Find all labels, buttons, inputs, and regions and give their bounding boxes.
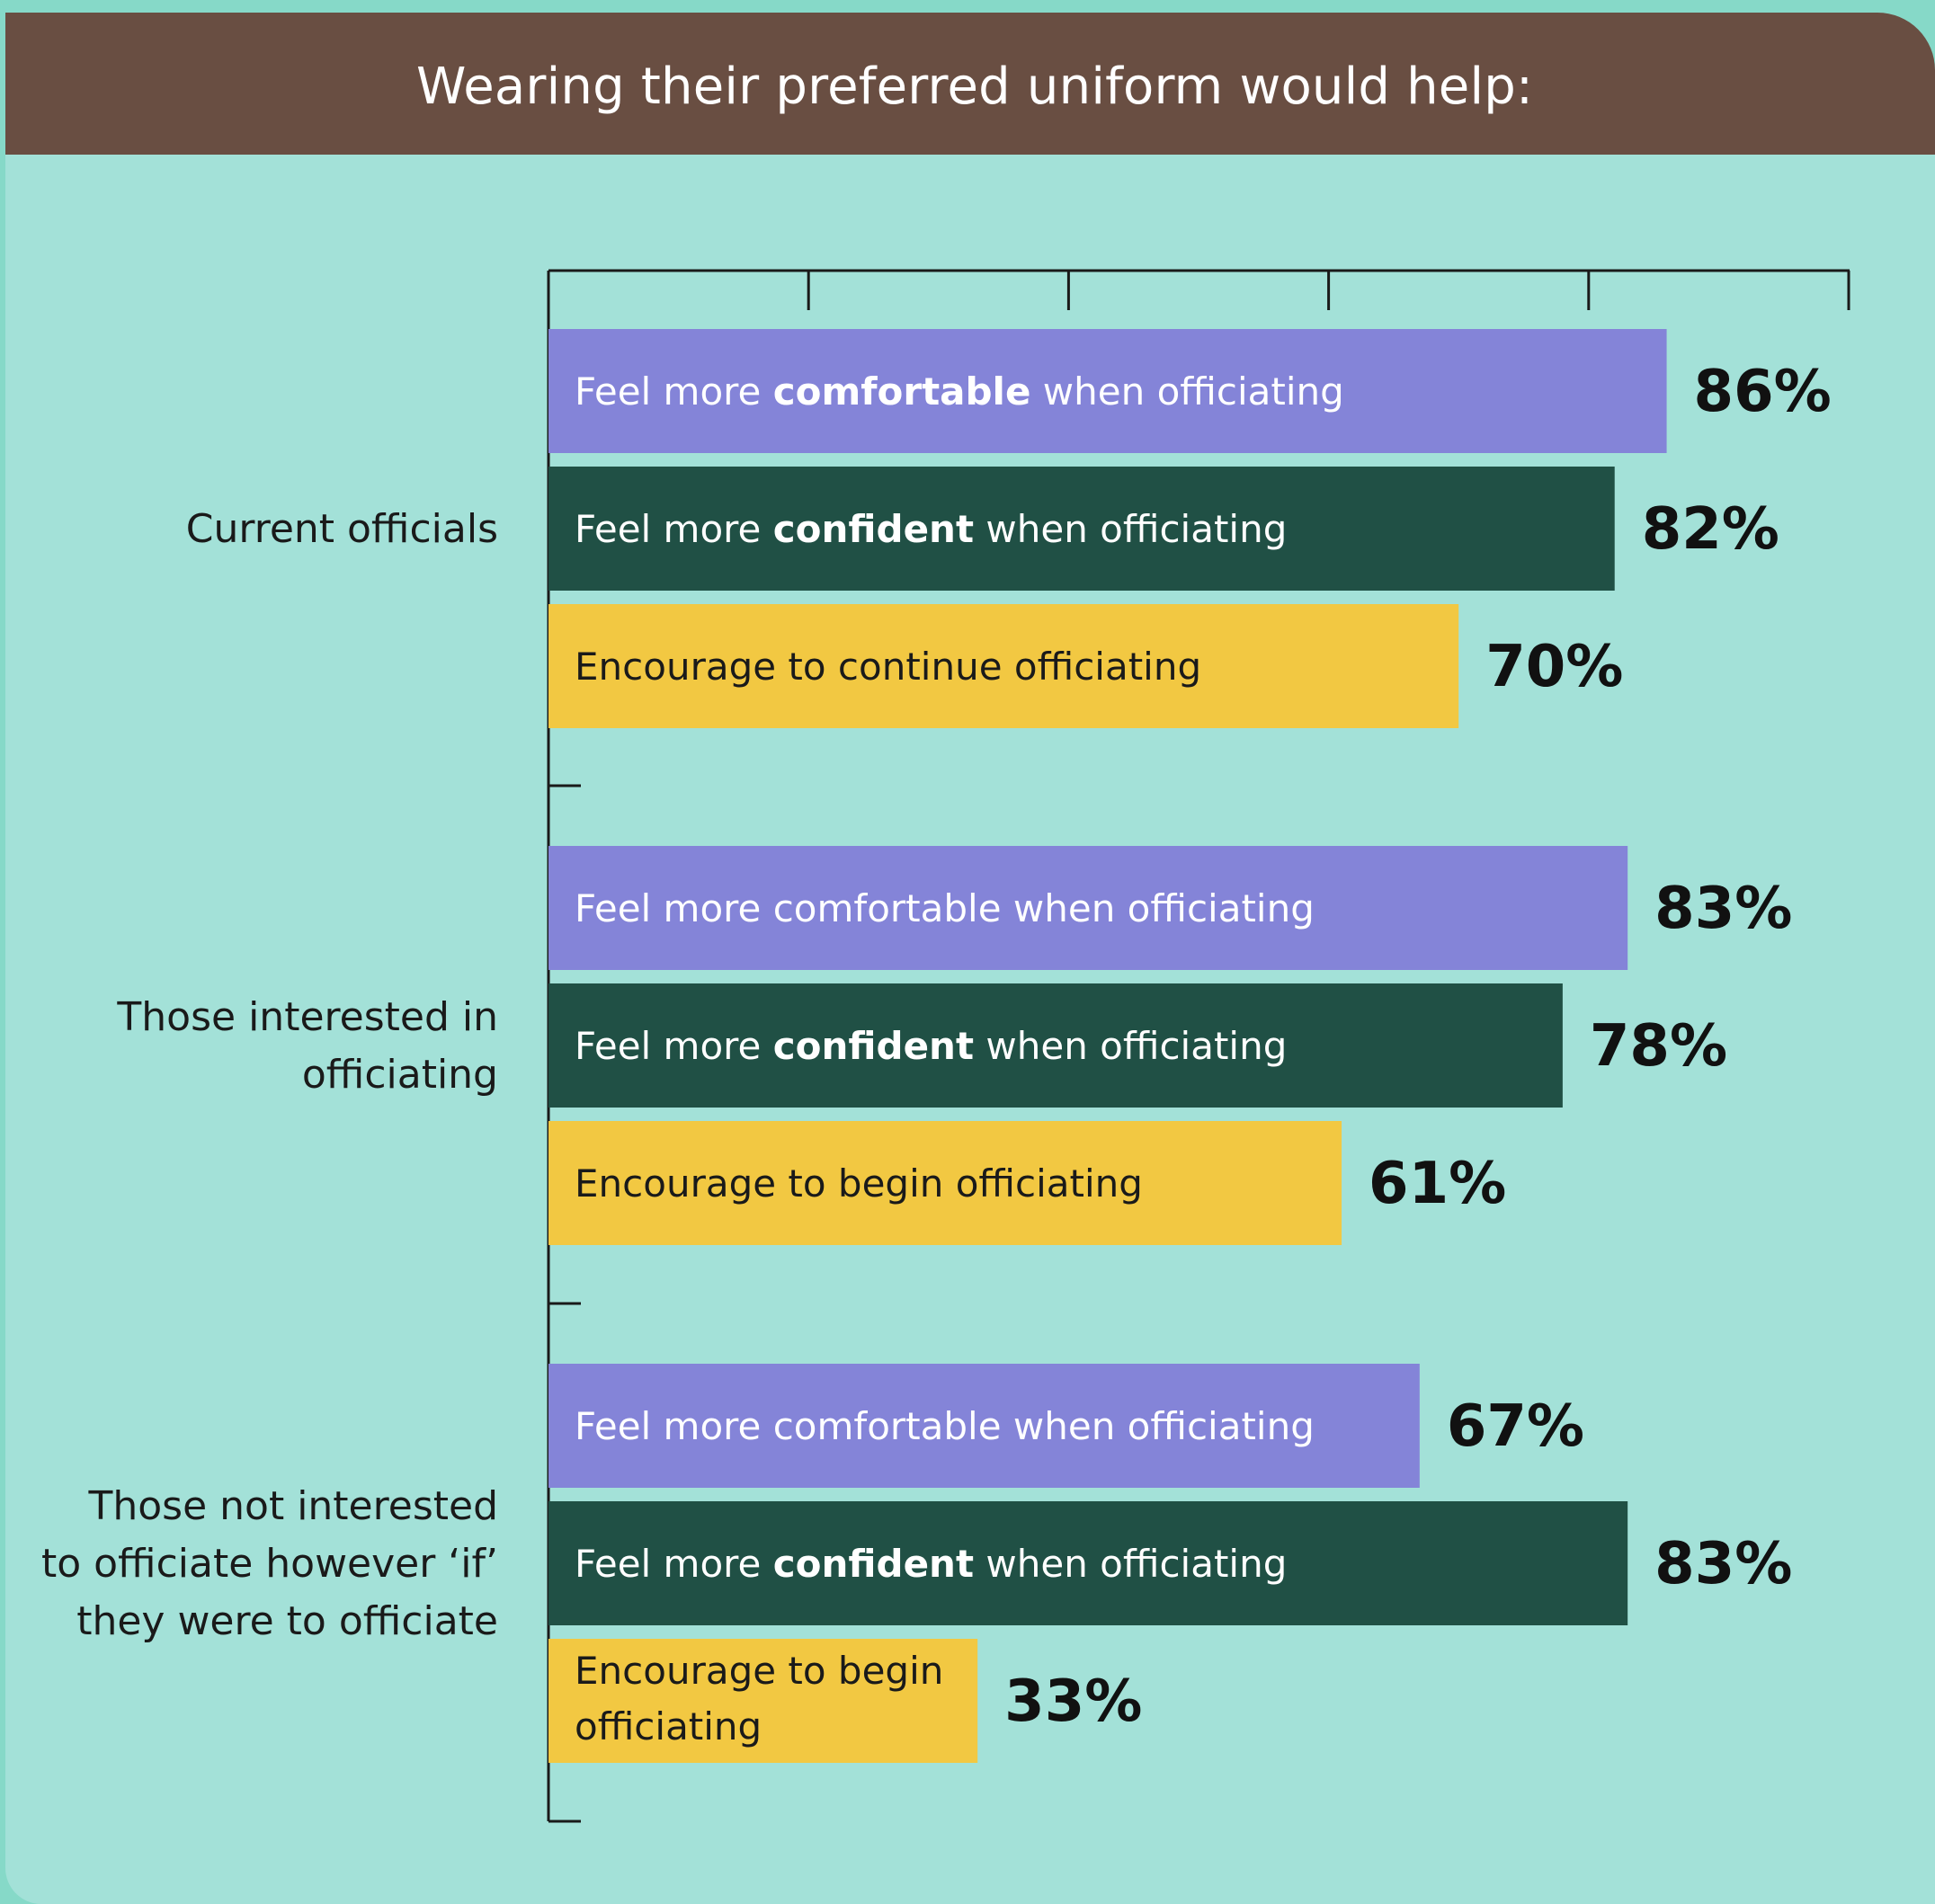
bar-comfortable bbox=[548, 1364, 1420, 1488]
group-label: they were to officiate bbox=[76, 1598, 498, 1644]
bar-confident bbox=[548, 467, 1615, 591]
bar-encourage bbox=[548, 1639, 978, 1763]
bar-label: Feel more comfortable when officiating bbox=[575, 886, 1315, 930]
bar-value-label: 82% bbox=[1642, 496, 1779, 563]
bar-comfortable bbox=[548, 329, 1667, 453]
bar-value-label: 61% bbox=[1369, 1151, 1506, 1217]
bar-value-label: 70% bbox=[1485, 634, 1623, 700]
bar-label: Feel more confident when officiating bbox=[575, 1024, 1287, 1068]
bar-value-label: 83% bbox=[1654, 876, 1792, 942]
chart-title: Wearing their preferred uniform would he… bbox=[415, 57, 1534, 116]
bar-chart: Current officials Feel more comfortable w… bbox=[41, 269, 1850, 1823]
chart-header: Wearing their preferred uniform would he… bbox=[5, 13, 1935, 155]
group-label: Those not interested bbox=[87, 1483, 498, 1529]
group-label: Those interested in bbox=[116, 994, 498, 1040]
bar-confident bbox=[548, 983, 1563, 1108]
bar-encourage bbox=[548, 604, 1459, 728]
bar-confident bbox=[548, 1501, 1628, 1625]
bar-encourage bbox=[548, 1121, 1342, 1245]
bar-label: officiating bbox=[575, 1704, 762, 1748]
bar-label: Feel more confident when officiating bbox=[575, 1542, 1287, 1586]
chart-card: Wearing their preferred uniform would he… bbox=[5, 13, 1935, 1904]
bar-value-label: 83% bbox=[1654, 1531, 1792, 1597]
bar-value-label: 67% bbox=[1447, 1393, 1584, 1460]
group-label: Current officials bbox=[186, 506, 498, 552]
bar-value-label: 78% bbox=[1590, 1013, 1727, 1080]
bar-value-label: 33% bbox=[1004, 1668, 1142, 1735]
bar-label: Feel more comfortable when officiating bbox=[575, 369, 1344, 414]
bar-label: Encourage to begin officiating bbox=[575, 1161, 1143, 1206]
bar-label: Encourage to continue officiating bbox=[575, 645, 1201, 689]
bar-label: Feel more confident when officiating bbox=[575, 507, 1287, 551]
group-label: to officiate however ‘if’ bbox=[41, 1541, 498, 1587]
bar-label: Encourage to begin bbox=[575, 1649, 943, 1693]
bar-label: Feel more comfortable when officiating bbox=[575, 1404, 1315, 1448]
bar-value-label: 86% bbox=[1694, 359, 1832, 425]
group-label: officiating bbox=[302, 1052, 498, 1098]
bar-comfortable bbox=[548, 846, 1628, 970]
